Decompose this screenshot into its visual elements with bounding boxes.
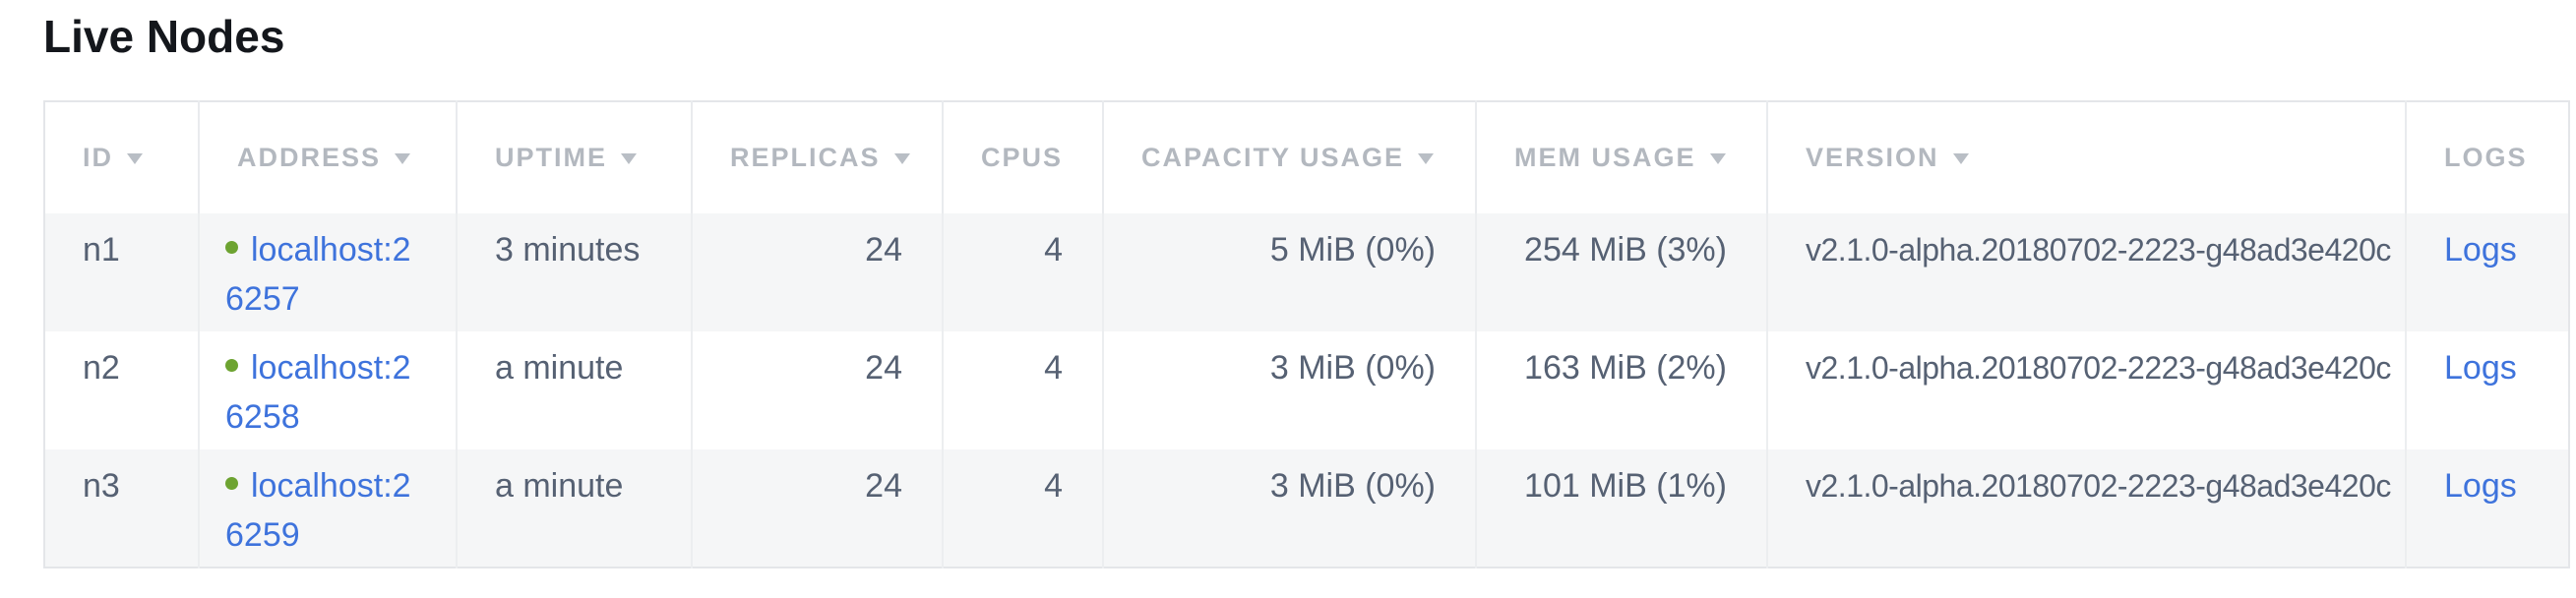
column-label: ID	[83, 143, 113, 172]
logs-link[interactable]: Logs	[2444, 231, 2517, 269]
sort-arrow-icon	[1709, 153, 1726, 164]
node-logs-cell: Logs	[2405, 213, 2569, 331]
table-header: ID ADDRESS UPTIME REPLICAS CPUS CAPACITY…	[44, 101, 2569, 213]
column-label: VERSION	[1806, 143, 1939, 172]
node-id-cell: n2	[83, 349, 120, 387]
column-label: MEM USAGE	[1514, 143, 1696, 172]
node-cpus-cell: 4	[942, 213, 1103, 331]
node-mem-usage-cell: 163 MiB (2%)	[1475, 331, 1767, 449]
column-header-address[interactable]: ADDRESS	[198, 101, 457, 213]
node-capacity-usage-cell: 5 MiB (0%)	[1102, 213, 1476, 331]
node-version-cell: v2.1.0-alpha.20180702-2223-g48ad3e420c	[1766, 331, 2406, 449]
node-id-cell: n1	[83, 231, 120, 269]
node-mem-usage-cell: 254 MiB (3%)	[1475, 213, 1767, 331]
node-capacity-usage-cell: 3 MiB (0%)	[1102, 331, 1476, 449]
live-status-dot-icon	[225, 241, 238, 254]
sort-arrow-icon	[1418, 153, 1435, 164]
node-version-cell: v2.1.0-alpha.20180702-2223-g48ad3e420c	[1766, 449, 2406, 568]
node-logs-cell: Logs	[2405, 449, 2569, 568]
column-label: LOGS	[2444, 143, 2528, 172]
column-label: CAPACITY USAGE	[1141, 143, 1405, 172]
sort-arrow-icon	[1952, 153, 1969, 164]
node-row-n3: n3 localhost:26259 a minute 24 4 3 MiB (…	[44, 449, 2569, 568]
column-label: REPLICAS	[730, 143, 881, 172]
node-row-n1: n1 localhost:26257 3 minutes 24 4 5 MiB …	[44, 213, 2569, 331]
column-label: UPTIME	[495, 143, 608, 172]
node-address-cell: localhost:26257	[198, 213, 457, 331]
column-header-cpus: CPUS	[942, 101, 1103, 213]
column-header-capacity-usage[interactable]: CAPACITY USAGE	[1102, 101, 1476, 213]
node-uptime-cell: a minute	[456, 331, 692, 449]
node-capacity-usage-cell: 3 MiB (0%)	[1102, 449, 1476, 568]
node-address-link[interactable]: localhost:26259	[225, 467, 411, 554]
header-row: ID ADDRESS UPTIME REPLICAS CPUS CAPACITY…	[44, 101, 2569, 213]
node-row-n2: n2 localhost:26258 a minute 24 4 3 MiB (…	[44, 331, 2569, 449]
column-header-version[interactable]: VERSION	[1766, 101, 2406, 213]
sort-arrow-icon	[127, 153, 143, 164]
column-label: CPUS	[981, 143, 1064, 172]
node-cpus-cell: 4	[942, 449, 1103, 568]
sort-arrow-icon	[621, 153, 638, 164]
node-id-cell: n3	[83, 467, 120, 505]
column-header-mem-usage[interactable]: MEM USAGE	[1475, 101, 1767, 213]
live-status-dot-icon	[225, 359, 238, 372]
sort-arrow-icon	[395, 153, 411, 164]
node-version-cell: v2.1.0-alpha.20180702-2223-g48ad3e420c	[1766, 213, 2406, 331]
node-cpus-cell: 4	[942, 331, 1103, 449]
column-label: ADDRESS	[237, 143, 382, 172]
node-replicas-cell: 24	[691, 449, 943, 568]
node-address-cell: localhost:26259	[198, 449, 457, 568]
node-uptime-cell: 3 minutes	[456, 213, 692, 331]
live-nodes-table: ID ADDRESS UPTIME REPLICAS CPUS CAPACITY…	[43, 100, 2570, 568]
node-replicas-cell: 24	[691, 213, 943, 331]
column-header-logs: LOGS	[2405, 101, 2569, 213]
node-replicas-cell: 24	[691, 331, 943, 449]
live-status-dot-icon	[225, 477, 238, 490]
sort-arrow-icon	[893, 153, 910, 164]
node-logs-cell: Logs	[2405, 331, 2569, 449]
node-address-link[interactable]: localhost:26258	[225, 349, 411, 436]
column-header-id[interactable]: ID	[44, 101, 199, 213]
node-uptime-cell: a minute	[456, 449, 692, 568]
node-address-cell: localhost:26258	[198, 331, 457, 449]
node-mem-usage-cell: 101 MiB (1%)	[1475, 449, 1767, 568]
logs-link[interactable]: Logs	[2444, 467, 2517, 505]
logs-link[interactable]: Logs	[2444, 349, 2517, 387]
table-body: n1 localhost:26257 3 minutes 24 4 5 MiB …	[44, 213, 2569, 568]
node-address-link[interactable]: localhost:26257	[225, 231, 411, 318]
column-header-uptime[interactable]: UPTIME	[456, 101, 692, 213]
column-header-replicas[interactable]: REPLICAS	[691, 101, 943, 213]
page-title: Live Nodes	[43, 11, 285, 62]
